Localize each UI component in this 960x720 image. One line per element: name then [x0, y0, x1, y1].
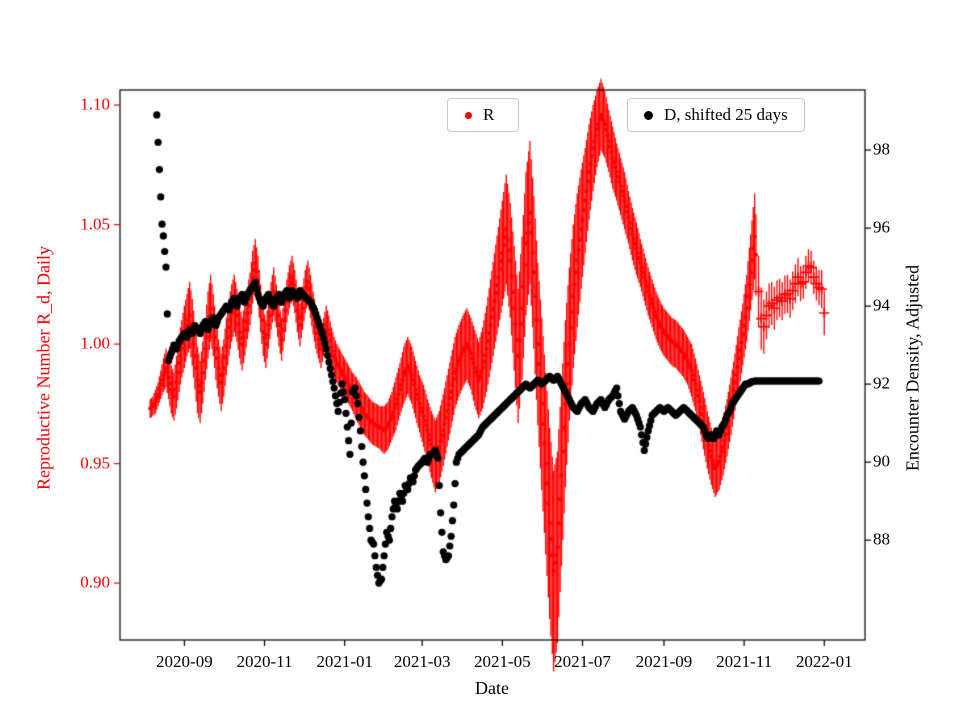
y-left-tick-label: 1.05	[80, 214, 110, 234]
x-tick-label: 2020-09	[156, 652, 213, 671]
y-left-tick-label: 1.10	[80, 94, 110, 114]
y-left-tick-label: 0.95	[80, 453, 110, 473]
x-tick-label: 2021-11	[716, 652, 773, 671]
x-tick-label: 2022-01	[795, 652, 853, 671]
y-right-tick-label: 96	[873, 217, 890, 237]
x-tick-label: 2021-07	[554, 652, 611, 671]
legend-marker-r-icon	[465, 111, 472, 119]
y-right-tick-label: 88	[873, 529, 890, 549]
x-tick-label: 2021-05	[474, 652, 531, 671]
y-right-tick-label: 92	[873, 373, 890, 393]
x-axis-label: Date	[475, 678, 509, 698]
y-left-tick-label: 1.00	[80, 333, 110, 353]
legend-d: D, shifted 25 days	[627, 98, 805, 132]
x-tick-label: 2021-01	[316, 652, 374, 671]
y-axis-label-right: Encounter Density, Adjusted	[902, 264, 923, 472]
x-tick-label: 2020-11	[236, 652, 293, 671]
y-left-tick-label: 0.90	[80, 572, 110, 592]
legend-label-r: R	[483, 105, 495, 124]
y-axis-label-left: Reproductive Number R_d, Daily	[33, 246, 54, 490]
y-right-tick-label: 94	[873, 295, 890, 315]
legend-r: R	[447, 98, 520, 132]
y-right-tick-label: 98	[873, 139, 890, 159]
y-right-tick-label: 90	[873, 451, 890, 471]
x-tick-label: 2021-03	[393, 652, 451, 671]
x-tick-label: 2021-09	[635, 652, 693, 671]
legend-marker-d-icon	[644, 110, 653, 120]
legend-label-d: D, shifted 25 days	[664, 105, 788, 124]
